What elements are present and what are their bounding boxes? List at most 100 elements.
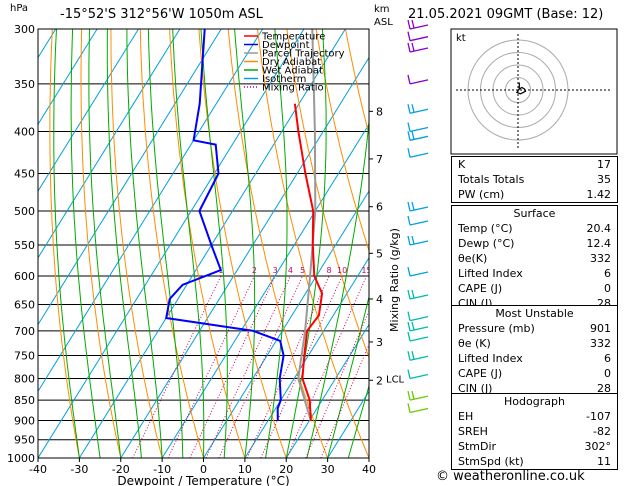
wind-barb-staff <box>409 47 429 53</box>
row-value: 6 <box>604 267 611 280</box>
legend-label: Parcel Trajectory <box>262 49 345 60</box>
row-label: Lifted Index <box>458 267 523 280</box>
wind-barb <box>407 19 429 30</box>
pressure-tick-label: 750 <box>14 349 35 362</box>
row-value: -107 <box>586 410 611 423</box>
pressure-tick-label: 700 <box>14 325 35 338</box>
isotherm <box>38 29 264 393</box>
row-label: CAPE (J) <box>458 367 503 380</box>
row-label: Totals Totals <box>458 173 525 186</box>
surface-title: Surface <box>513 207 556 220</box>
wind-barb-flag <box>411 19 415 29</box>
km-tick-label: 3 <box>376 336 383 349</box>
wind-barb-staff <box>409 108 429 114</box>
km-tick-label: 7 <box>376 153 383 166</box>
pressure-tick-label: 550 <box>14 239 35 252</box>
wind-barb-flag <box>407 289 411 300</box>
row-label: Pressure (mb) <box>458 322 535 335</box>
wind-barb <box>407 351 429 361</box>
wind-barb-flag <box>407 369 411 379</box>
mixing-ratio-label: 2 <box>252 266 257 275</box>
wet-adiabat <box>70 29 101 458</box>
km-axis-label: km ASL <box>374 4 393 28</box>
wind-barb-flag <box>407 131 411 141</box>
wind-barb <box>407 390 429 401</box>
row-label: Dewp (°C) <box>458 237 515 250</box>
isotherm <box>78 29 346 458</box>
wind-barb-staff <box>409 294 429 300</box>
wind-barb-flag <box>407 215 411 226</box>
pressure-tick-label: 300 <box>14 23 35 36</box>
mixing-ratio-label: 3 <box>273 266 278 275</box>
most-unstable-table: Most Unstable Pressure (mb) 901 θe (K) 332 L… <box>451 305 618 397</box>
wind-barb-staff <box>409 240 429 246</box>
km-tick-label: 8 <box>376 105 383 118</box>
wet-adiabat <box>234 29 256 458</box>
wind-barb-staff <box>409 336 429 342</box>
legend-label: Temperature <box>261 32 325 43</box>
row-label: EH <box>458 410 474 423</box>
wind-barb-flag <box>411 390 415 400</box>
table-row: StmDir 302° <box>452 439 617 454</box>
row-value: 0 <box>604 367 611 380</box>
pressure-tick-label: 650 <box>14 299 35 312</box>
row-label: Lifted Index <box>458 352 523 365</box>
hodograph-table: Hodograph EH -107 SREH -82 StmDir 302° StmSpd … <box>451 393 618 470</box>
row-label: K <box>458 158 466 171</box>
indices-table: K 17 Totals Totals 35 PW (cm) 1.42 <box>451 156 618 203</box>
table-row: Lifted Index 6 <box>452 351 617 366</box>
chart-subtitle: 21.05.2021 09GMT (Base: 12) <box>408 7 604 22</box>
wind-barb-staff <box>409 373 429 380</box>
wind-barb-flag <box>411 42 415 52</box>
wind-barb-staff <box>409 126 429 133</box>
wind-barb-flag <box>407 42 411 53</box>
temperature-line <box>293 103 324 421</box>
isotherm <box>38 29 139 193</box>
hodograph-frame <box>450 28 618 155</box>
wind-barb-flag <box>411 321 415 331</box>
pressure-tick-label: 450 <box>14 167 35 180</box>
wet-adiabat <box>306 116 369 458</box>
wind-barb <box>407 42 429 53</box>
row-value: -82 <box>593 425 611 438</box>
km-tick-label: 4 <box>376 293 383 306</box>
pressure-tick-label: 600 <box>14 270 35 283</box>
row-label: SREH <box>458 425 488 438</box>
wind-barb-flag <box>407 403 411 413</box>
row-value: 6 <box>604 352 611 365</box>
legend-label: Wet Adiabat <box>262 66 323 77</box>
dry-adiabat <box>139 29 204 458</box>
wind-barb-staff <box>409 79 429 85</box>
row-label: CAPE (J) <box>458 282 503 295</box>
isotherm <box>38 29 98 126</box>
row-value: 17 <box>597 158 611 171</box>
table-row: EH -107 <box>452 409 617 424</box>
wind-barb <box>407 148 429 158</box>
wind-barb-flag <box>407 31 411 41</box>
legend-label: Mixing Ratio <box>262 83 324 94</box>
wind-barb-flag <box>407 331 411 342</box>
wind-barb <box>407 321 429 332</box>
wind-barb-flag <box>407 19 411 30</box>
wind-barb-staff <box>409 271 429 277</box>
wind-barb-flag <box>407 235 411 246</box>
wind-barb <box>407 266 429 277</box>
wet-adiabat <box>126 29 163 458</box>
mixing-ratio-label: 15 <box>361 266 371 275</box>
wind-barb-staff <box>409 135 429 141</box>
wind-barb-flag <box>411 235 415 245</box>
row-value: 28 <box>597 382 611 395</box>
mixing-ratio-label: 8 <box>327 266 332 275</box>
wind-barb-flag <box>407 104 411 114</box>
legend-label: Isotherm <box>262 74 306 85</box>
row-value: 332 <box>590 252 611 265</box>
table-row: θe(K) 332 <box>452 251 617 266</box>
temperature-tick-label: 20 <box>279 463 293 476</box>
dry-adiabat <box>315 29 369 253</box>
wind-barb <box>407 31 429 42</box>
row-value: 12.4 <box>586 237 612 250</box>
wet-adiabat <box>327 294 369 458</box>
wind-barb-flag <box>407 390 411 401</box>
